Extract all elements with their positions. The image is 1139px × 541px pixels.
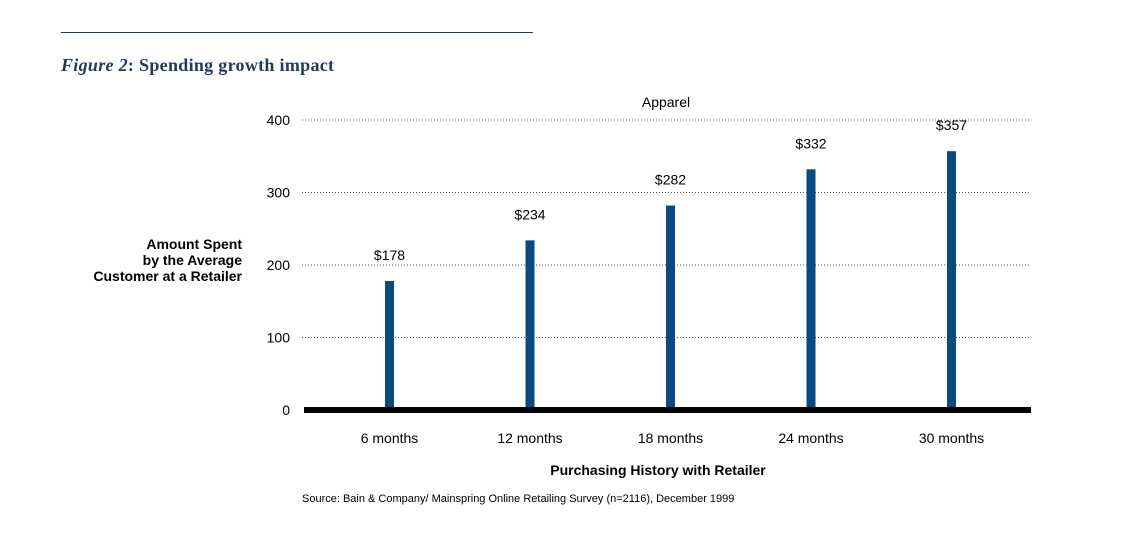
value-label: $234 <box>514 206 545 222</box>
x-tick-label: 6 months <box>361 430 419 446</box>
top-rule <box>61 32 533 33</box>
x-axis-line <box>304 407 1031 413</box>
bar <box>806 169 816 410</box>
x-axis-label: Purchasing History with Retailer <box>550 462 766 478</box>
bar <box>385 280 394 410</box>
figure-title: Spending growth impact <box>139 55 335 75</box>
bar <box>947 151 956 411</box>
y-tick-labels: 0 100 200 300 400 <box>267 112 291 418</box>
y-tick-label: 0 <box>282 402 290 418</box>
y-tick-label: 300 <box>267 185 291 201</box>
value-label: $357 <box>936 117 967 133</box>
source-note: Source: Bain & Company/ Mainspring Onlin… <box>302 493 735 505</box>
value-label: $178 <box>374 247 405 263</box>
y-axis-label-line-2: by the Average <box>142 252 242 268</box>
y-tick-label: 200 <box>267 257 291 273</box>
x-tick-label: 12 months <box>497 430 562 446</box>
y-tick-label: 100 <box>267 330 291 346</box>
chart-title: Apparel <box>642 94 690 110</box>
value-label: $332 <box>795 135 826 151</box>
y-axis-label-line-3: Customer at a Retailer <box>93 268 242 284</box>
value-labels: $178 $234 $282 $332 $357 <box>374 117 967 263</box>
x-tick-label: 30 months <box>919 430 984 446</box>
value-label: $282 <box>655 172 686 188</box>
bar <box>666 205 675 410</box>
y-axis-label-line-1: Amount Spent <box>146 236 242 252</box>
figure-caption: Figure 2: Spending growth impact <box>61 55 334 76</box>
x-tick-label: 24 months <box>778 430 843 446</box>
bar <box>525 240 535 410</box>
bars <box>385 151 956 411</box>
y-tick-label: 400 <box>267 112 291 128</box>
x-tick-labels: 6 months 12 months 18 months 24 months 30 mo… <box>361 430 984 446</box>
figure-label: Figure 2 <box>61 55 128 75</box>
y-axis-label: Amount Spent by the Average Customer at … <box>40 236 242 284</box>
x-tick-label: 18 months <box>638 430 703 446</box>
caption-separator: : <box>127 55 135 75</box>
